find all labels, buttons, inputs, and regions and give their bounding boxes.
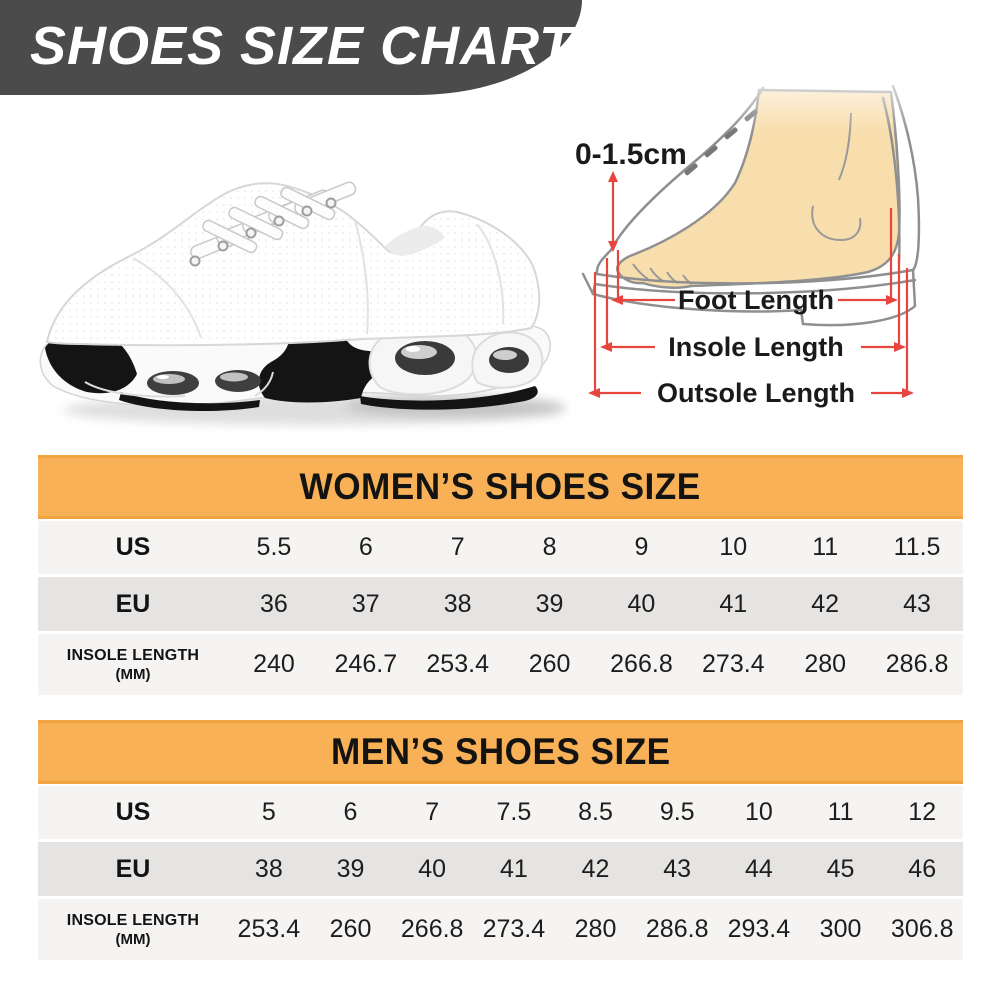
mens-table-header: MEN’S SHOES SIZE — [38, 720, 963, 784]
row-label-eu: EU — [115, 854, 151, 883]
size-cell: 246.7 — [334, 650, 398, 678]
size-cell: 36 — [260, 589, 288, 618]
foot-length-label: Foot Length — [678, 285, 834, 315]
outsole-length-label: Outsole Length — [657, 378, 855, 408]
size-cell: 253.4 — [426, 650, 489, 678]
insole-label-line2: (MM) — [115, 930, 151, 948]
womens-table-title: WOMEN’S SHOES SIZE — [299, 466, 702, 507]
womens-size-table: WOMEN’S SHOES SIZE US 5.5 6 7 8 9 10 11 … — [38, 455, 963, 695]
row-label-insole: INSOLE LENGTH (MM) — [38, 899, 228, 960]
size-cell: 5.5 — [256, 533, 292, 561]
row-label-us: US — [115, 798, 151, 826]
foot-measurement-diagram: 0-1.5cm Foot Length Insole Length Outsol… — [575, 58, 933, 408]
size-cell: 260 — [528, 650, 571, 678]
dimension-arrows — [588, 171, 914, 398]
insole-length-label: Insole Length — [668, 332, 844, 362]
table-row-insole: INSOLE LENGTH (MM) 240 246.7 253.4 260 2… — [38, 634, 963, 695]
size-cell: 6 — [343, 798, 358, 826]
size-cell: 7 — [425, 798, 440, 826]
size-cell: 46 — [908, 854, 937, 883]
womens-table-header: WOMEN’S SHOES SIZE — [38, 455, 963, 519]
size-cell: 10 — [744, 798, 773, 826]
table-row-us: US 5.5 6 7 8 9 10 11 11.5 — [38, 521, 963, 574]
size-cell: 5 — [261, 798, 276, 826]
size-cell: 306.8 — [890, 915, 954, 943]
size-cell: 273.4 — [702, 650, 765, 678]
size-cell: 42 — [581, 854, 610, 883]
size-cell: 38 — [443, 589, 472, 618]
size-cell: 42 — [811, 589, 840, 618]
size-cell: 8.5 — [578, 798, 613, 826]
size-cell: 12 — [908, 798, 937, 826]
table-row-us: US 5 6 7 7.5 8.5 9.5 10 11 12 — [38, 786, 963, 839]
insole-label-line1: INSOLE LENGTH — [66, 646, 200, 664]
size-cell: 9 — [634, 533, 649, 561]
size-cell: 266.8 — [610, 650, 673, 678]
size-cell: 293.4 — [727, 915, 791, 943]
size-cell: 40 — [418, 854, 447, 883]
size-cell: 39 — [336, 854, 365, 883]
size-cell: 11 — [827, 798, 854, 826]
size-cell: 41 — [499, 854, 528, 883]
leg-fade — [713, 58, 933, 133]
mens-size-table: MEN’S SHOES SIZE US 5 6 7 7.5 8.5 9.5 10… — [38, 720, 963, 960]
size-cell: 286.8 — [885, 650, 949, 678]
air-bubbles — [147, 341, 529, 395]
table-row-eu: EU 38 39 40 41 42 43 44 45 46 — [38, 842, 963, 896]
row-label-insole: INSOLE LENGTH (MM) — [38, 634, 228, 695]
size-cell: 6 — [358, 533, 373, 561]
size-cell: 39 — [535, 589, 564, 618]
row-label-us: US — [115, 533, 151, 561]
size-cell: 253.4 — [237, 915, 301, 943]
mens-table-title: MEN’S SHOES SIZE — [330, 731, 671, 772]
size-cell: 44 — [744, 854, 773, 883]
row-label-eu: EU — [115, 589, 151, 618]
shoe-eyelets — [189, 197, 337, 267]
size-cell: 43 — [663, 854, 692, 883]
size-cell: 10 — [719, 533, 748, 561]
size-cell: 300 — [819, 915, 862, 943]
insole-label-line2: (MM) — [115, 665, 151, 683]
table-row-eu: EU 36 37 38 39 40 41 42 43 — [38, 577, 963, 631]
size-cell: 280 — [804, 650, 847, 678]
foot-details — [632, 112, 862, 285]
table-row-insole: INSOLE LENGTH (MM) 253.4 260 266.8 273.4… — [38, 899, 963, 960]
page-title: SHOES SIZE CHART — [30, 16, 574, 76]
size-cell: 38 — [254, 854, 283, 883]
size-cell: 45 — [826, 854, 855, 883]
size-cell: 43 — [903, 589, 931, 618]
size-cell: 280 — [574, 915, 617, 943]
size-cell: 7.5 — [496, 798, 532, 826]
size-cell: 240 — [253, 650, 295, 678]
size-cell: 286.8 — [645, 915, 709, 943]
size-cell: 9.5 — [659, 798, 695, 826]
size-cell: 260 — [329, 915, 372, 943]
size-cell: 40 — [627, 589, 656, 618]
size-cell: 11.5 — [893, 533, 941, 561]
insole-label-line1: INSOLE LENGTH — [66, 911, 200, 929]
size-cell: 266.8 — [400, 915, 464, 943]
size-cell: 8 — [542, 533, 557, 561]
size-cell: 37 — [351, 589, 380, 618]
title-banner: SHOES SIZE CHART — [0, 0, 582, 95]
size-cell: 7 — [450, 533, 465, 561]
sneaker-image — [39, 181, 567, 425]
size-cell: 11 — [812, 533, 839, 561]
size-cell: 273.4 — [482, 915, 546, 943]
gap-label: 0-1.5cm — [575, 138, 687, 171]
size-cell: 41 — [719, 589, 748, 618]
